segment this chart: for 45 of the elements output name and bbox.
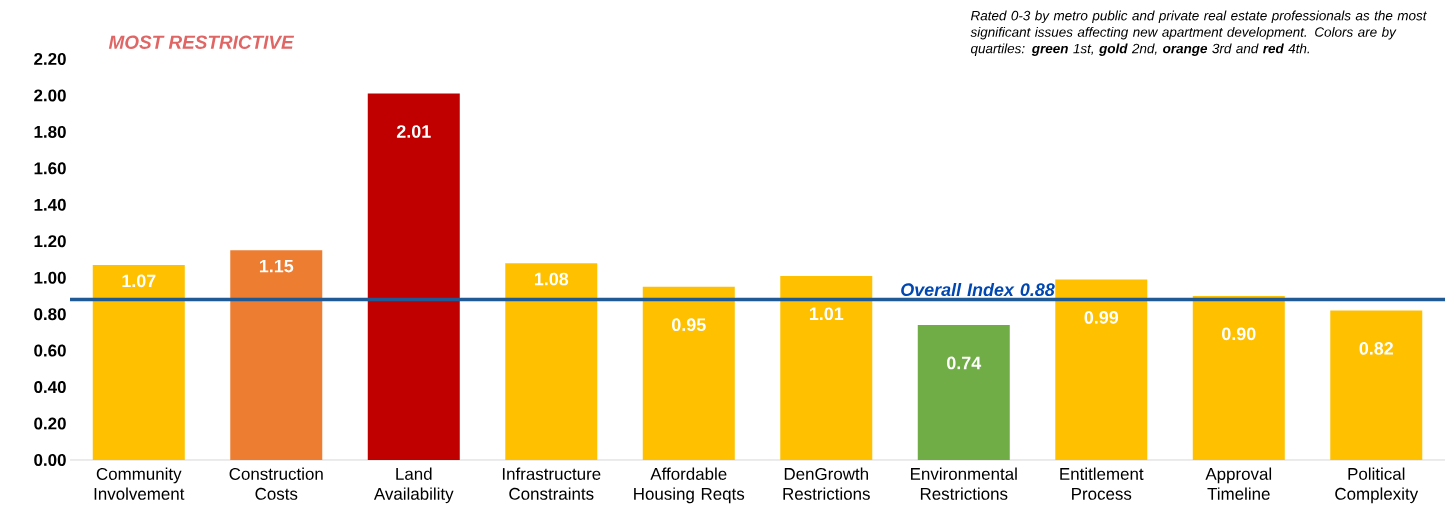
bar: [230, 250, 323, 460]
x-tick-label: Infrastructure Constraints: [502, 467, 601, 500]
y-tick-label: 2.20: [34, 52, 66, 65]
y-tick-label: 0.20: [34, 417, 66, 430]
data-label: 1.15: [259, 259, 294, 273]
x-tick-label: Approval Timeline: [1205, 467, 1272, 500]
y-tick-label: 1.80: [34, 125, 66, 138]
x-tick-label: Entitlement Process: [1060, 467, 1144, 500]
bar: [505, 263, 598, 460]
y-tick-label: 0.00: [34, 453, 66, 466]
x-tick-label: DenGrowth Restrictions: [783, 467, 870, 500]
data-label: 0.90: [1222, 327, 1256, 341]
bar: [917, 325, 1010, 460]
x-tick-label: Land Availability: [373, 467, 454, 504]
y-tick-label: 1.40: [34, 198, 66, 211]
bar: [92, 264, 185, 460]
data-label: 0.95: [672, 318, 706, 332]
x-tick-label: Political Complexity: [1335, 467, 1419, 504]
data-label: 0.82: [1359, 342, 1393, 355]
y-tick-label: 0.60: [34, 344, 66, 357]
y-tick-label: 1.20: [34, 235, 66, 248]
x-tick-label: Affordable Housing Reqts: [634, 467, 745, 504]
y-tick-label: 0.40: [34, 381, 66, 394]
bar: [1330, 310, 1423, 460]
data-label: 1.01: [809, 307, 844, 321]
text: MOST RESTRICTIVE: [108, 35, 295, 49]
x-tick-label: Construction Costs: [229, 467, 323, 500]
y-tick-label: 1.60: [34, 162, 66, 175]
bar: [1055, 279, 1148, 460]
bar: [642, 286, 735, 460]
data-label: 1.08: [534, 272, 569, 286]
bar: [1192, 295, 1285, 460]
x-tick-label: Environmental Restrictions: [911, 467, 1017, 500]
y-tick-label: 2.00: [34, 89, 66, 102]
bar: [367, 93, 460, 460]
data-label: 0.74: [947, 356, 982, 370]
y-tick-label: 0.80: [34, 308, 66, 321]
data-label: 1.07: [122, 274, 156, 288]
text: Rated 0-3 by metro public and private real estate professionals as the most significant issues affecting new apartment development. Colors are by quartiles: green 1st, gold 2nd, orange 3rd and red 4th.: [970, 10, 1427, 56]
data-label: 0.99: [1084, 311, 1119, 324]
y-tick-label: 1.00: [34, 271, 66, 284]
bar: [780, 275, 873, 460]
data-label: 2.01: [396, 125, 431, 138]
ref-line-label: Overall Index 0.88: [901, 282, 1055, 297]
x-tick-label: Community Involvement: [94, 467, 185, 500]
